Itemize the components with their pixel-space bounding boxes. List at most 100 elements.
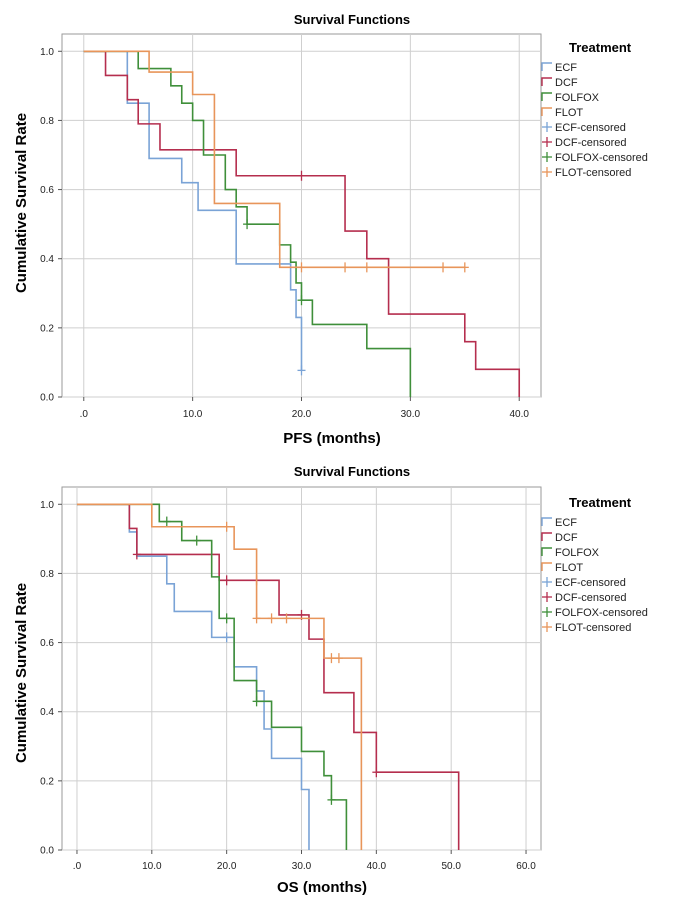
censor-mark-flot xyxy=(327,653,336,664)
x-tick-label: 30.0 xyxy=(401,409,421,420)
x-tick-label: 20.0 xyxy=(292,409,312,420)
x-tick-label: 20.0 xyxy=(217,861,237,872)
censor-mark-flot xyxy=(334,653,343,664)
legend-line-symbol xyxy=(541,62,552,71)
censor-mark-flot xyxy=(267,613,276,624)
censor-mark-flot xyxy=(252,613,261,624)
legend-item: FLOT-censored xyxy=(542,167,631,179)
y-tick-label: 0.8 xyxy=(40,116,54,127)
survival-curve-dcf xyxy=(76,503,460,850)
censor-mark-folfox xyxy=(243,219,252,230)
legend-line-symbol xyxy=(541,517,552,526)
censor-mark-dcf xyxy=(297,170,306,181)
censor-mark-dcf xyxy=(132,549,141,560)
x-tick-label: 50.0 xyxy=(441,861,461,872)
legend: Treatment ECF DCF FOLFOX FLOT ECF-censored DCF… xyxy=(541,495,648,634)
legend-item: FOLFOX-censored xyxy=(542,152,648,164)
censor-mark-dcf xyxy=(372,767,381,778)
legend-label: FLOT xyxy=(555,107,583,119)
censor-mark-flot xyxy=(439,262,448,273)
legend-item: DCF-censored xyxy=(542,592,627,604)
y-tick-label: 0.4 xyxy=(40,254,54,265)
legend-line-symbol xyxy=(541,532,552,541)
x-tick-label: 10.0 xyxy=(183,409,203,420)
censor-mark-folfox xyxy=(162,516,171,527)
x-tick-label: 40.0 xyxy=(509,409,529,420)
y-axis-label: Cumulative Survival Rate xyxy=(13,583,30,763)
legend-label: FOLFOX-censored xyxy=(555,607,648,619)
legend-line-symbol xyxy=(541,77,552,86)
legend-item: DCF xyxy=(541,77,578,89)
chart-title: Survival Functions xyxy=(294,12,410,27)
legend-item: DCF xyxy=(541,532,578,544)
y-tick-label: 0.2 xyxy=(40,323,54,334)
y-tick-label: 0.0 xyxy=(40,846,54,857)
censor-mark-folfox xyxy=(192,535,201,546)
legend-label: FOLFOX xyxy=(555,547,600,559)
legend-title: Treatment xyxy=(569,40,632,55)
x-tick-label: 10.0 xyxy=(142,861,162,872)
legend-title: Treatment xyxy=(569,495,632,510)
chart-title: Survival Functions xyxy=(294,464,410,479)
survival-curve-flot xyxy=(83,50,465,269)
y-tick-label: 0.4 xyxy=(40,707,54,718)
censor-mark-flot xyxy=(282,613,291,624)
legend-label: DCF xyxy=(555,532,578,544)
y-tick-label: 0.0 xyxy=(40,393,54,404)
legend-label: FLOT-censored xyxy=(555,622,631,634)
legend-item: FLOT xyxy=(541,107,583,119)
censor-mark-flot xyxy=(341,262,350,273)
survival-curve-dcf xyxy=(83,50,521,397)
censor-mark-flot xyxy=(222,521,231,532)
os-chart: Survival Functions .0 10.0 20.0 30.0 40.0 50.0… xyxy=(13,464,648,896)
y-tick-label: 1.0 xyxy=(40,47,54,58)
legend-line-symbol xyxy=(541,562,552,571)
legend-item: ECF-censored xyxy=(542,122,626,134)
survival-curve-folfox xyxy=(76,503,348,850)
legend-label: ECF-censored xyxy=(555,122,626,134)
y-axis-label: Cumulative Survival Rate xyxy=(13,113,30,293)
censor-mark-flot xyxy=(460,262,469,273)
y-tick-label: 0.8 xyxy=(40,569,54,580)
legend: Treatment ECF DCF FOLFOX FLOT ECF-censored DCF… xyxy=(541,40,648,179)
legend-item: ECF xyxy=(541,62,577,74)
x-tick-label: 60.0 xyxy=(516,861,536,872)
censor-mark-ecf xyxy=(222,632,231,643)
censor-mark-folfox xyxy=(222,613,231,624)
x-tick-label: 40.0 xyxy=(367,861,387,872)
legend-label: FOLFOX xyxy=(555,92,600,104)
legend-label: FLOT-censored xyxy=(555,167,631,179)
y-tick-label: 0.2 xyxy=(40,776,54,787)
legend-item: DCF-censored xyxy=(542,137,627,149)
survival-curve-ecf xyxy=(83,50,303,371)
censor-mark-flot xyxy=(297,262,306,273)
legend-item: FOLFOX xyxy=(541,92,600,104)
legend-label: FOLFOX-censored xyxy=(555,152,648,164)
censor-mark-dcf xyxy=(222,575,231,586)
censor-mark-ecf xyxy=(297,365,306,376)
x-tick-label: 30.0 xyxy=(292,861,312,872)
x-axis-label: OS (months) xyxy=(277,879,367,896)
censor-mark-folfox xyxy=(327,794,336,805)
legend-item: ECF xyxy=(541,517,577,529)
legend-item: FOLFOX-censored xyxy=(542,607,648,619)
censor-mark-folfox xyxy=(252,696,261,707)
legend-label: DCF-censored xyxy=(555,137,627,149)
pfs-chart: Survival Functions .0 10.0 20.0 30.0 40.0 0.0 0… xyxy=(13,12,648,447)
y-tick-label: 1.0 xyxy=(40,500,54,511)
legend-line-symbol xyxy=(541,92,552,101)
legend-item: ECF-censored xyxy=(542,577,626,589)
legend-item: FLOT xyxy=(541,562,583,574)
legend-item: FOLFOX xyxy=(541,547,600,559)
legend-item: FLOT-censored xyxy=(542,622,631,634)
legend-label: FLOT xyxy=(555,562,583,574)
legend-label: ECF xyxy=(555,517,577,529)
censor-mark-folfox xyxy=(297,295,306,306)
survival-curve-folfox xyxy=(83,50,412,397)
censor-mark-flot xyxy=(362,262,371,273)
legend-label: ECF xyxy=(555,62,577,74)
x-tick-label: .0 xyxy=(80,409,89,420)
x-axis-label: PFS (months) xyxy=(283,430,381,447)
